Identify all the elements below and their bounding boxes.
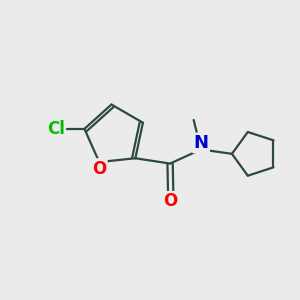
Text: Cl: Cl (46, 120, 64, 138)
Text: O: O (92, 160, 106, 178)
Text: N: N (194, 134, 208, 152)
Text: O: O (164, 192, 178, 210)
